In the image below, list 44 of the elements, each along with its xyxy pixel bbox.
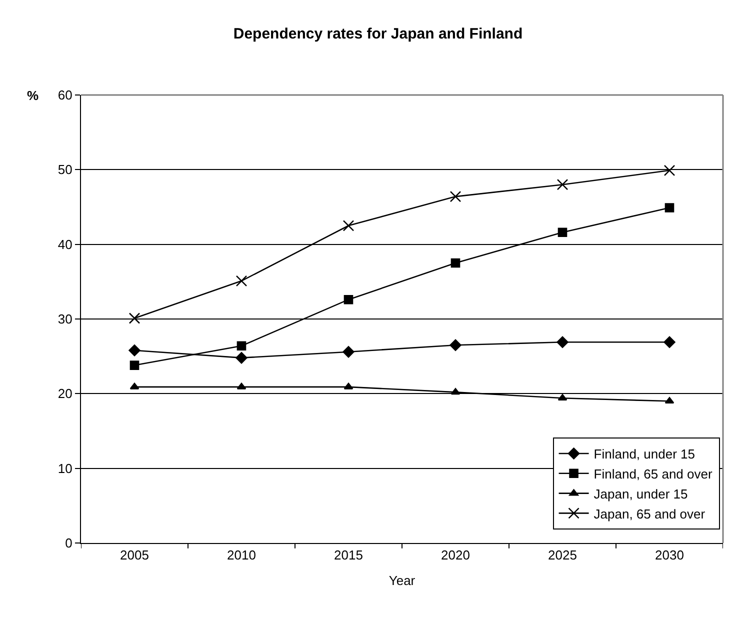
point	[342, 346, 354, 358]
point	[558, 228, 568, 238]
y-tick-label: 0	[65, 536, 72, 551]
x-tick-label: 2005	[120, 548, 149, 563]
point	[664, 203, 674, 212]
legend-label: Finland, 65 and over	[594, 466, 713, 482]
point	[556, 178, 568, 190]
point	[236, 352, 248, 364]
x-tick-label: 2025	[548, 548, 577, 563]
point	[130, 360, 140, 370]
point	[342, 220, 354, 232]
point	[128, 344, 140, 356]
x-tick-label: 2010	[227, 548, 256, 563]
y-tick-label: 50	[58, 162, 72, 178]
legend-label: Finland, under 15	[594, 446, 695, 462]
point	[450, 388, 460, 395]
y-tick-label: 30	[58, 312, 72, 327]
x-axis-title: Year	[388, 573, 416, 588]
point	[558, 394, 568, 401]
point	[664, 396, 674, 404]
y-axis-title: %	[27, 88, 39, 103]
y-tick-label: 60	[58, 88, 72, 103]
x-tick-label: 2030	[655, 548, 684, 563]
y-tick-label: 40	[58, 236, 72, 252]
point	[236, 275, 248, 287]
point	[450, 190, 462, 202]
point	[236, 382, 246, 390]
point	[344, 294, 354, 304]
y-tick-label: 20	[58, 386, 72, 402]
y-tick-label: 10	[58, 460, 72, 476]
point	[236, 341, 246, 351]
legend-label: Japan, under 15	[594, 486, 688, 502]
point	[450, 258, 460, 268]
chart-title: Dependency rates for Japan and Finland	[233, 25, 523, 42]
point	[130, 382, 140, 390]
point	[344, 382, 354, 390]
legend-label: Japan, 65 and over	[594, 506, 706, 522]
x-tick-label: 2020	[441, 548, 470, 563]
point	[664, 336, 676, 348]
point	[664, 164, 676, 176]
x-tick-label: 2015	[334, 548, 363, 563]
point	[450, 339, 462, 351]
point	[128, 312, 140, 324]
point	[556, 336, 568, 348]
